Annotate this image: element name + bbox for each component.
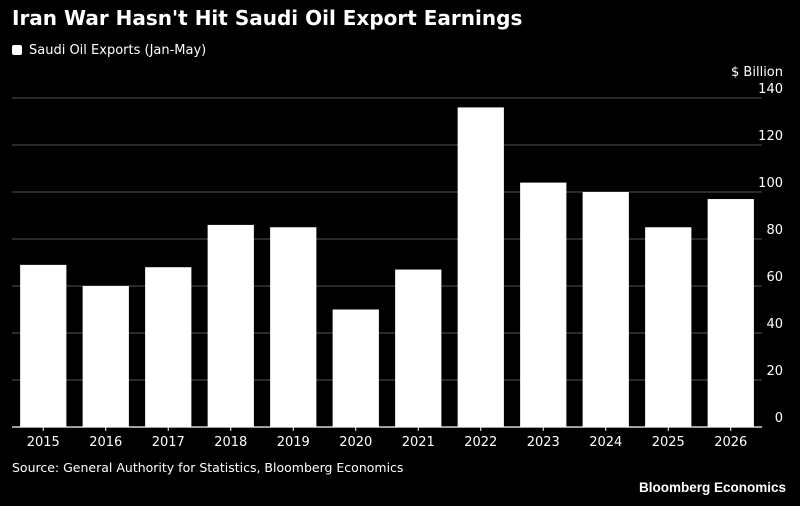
x-tick-label: 2018 <box>214 435 247 450</box>
grid-lines <box>12 97 762 381</box>
x-tick-label: 2020 <box>339 435 372 450</box>
bar-2019 <box>270 227 317 427</box>
legend-swatch <box>12 45 22 55</box>
y-tick-label: 100 <box>758 176 783 191</box>
y-tick-label: 20 <box>766 364 783 379</box>
legend-label: Saudi Oil Exports (Jan-May) <box>29 42 207 58</box>
chart-title: Iran War Hasn't Hit Saudi Oil Export Ear… <box>12 6 523 30</box>
bar-2015 <box>20 264 67 427</box>
x-tick-label: 2016 <box>89 435 122 450</box>
bar-2025 <box>645 227 692 427</box>
x-tick-label: 2017 <box>152 435 185 450</box>
x-axis-ticks: 2015 2016 2017 2018 2019 2020 2021 2022 2023 2024… <box>27 427 747 450</box>
x-tick-label: 2023 <box>527 435 560 450</box>
bar-2020 <box>332 309 379 427</box>
x-tick-label: 2022 <box>464 435 497 450</box>
y-axis-ticks: 0 20 40 60 80 100 120 140 <box>758 82 783 426</box>
bar-2026 <box>707 199 754 427</box>
x-tick-label: 2021 <box>402 435 435 450</box>
y-tick-label: 0 <box>775 411 783 426</box>
bar-2023 <box>520 182 567 427</box>
bar-2024 <box>582 192 629 427</box>
y-tick-label: 60 <box>766 270 783 285</box>
source-note: Source: General Authority for Statistics… <box>12 460 404 475</box>
y-axis-unit-label: $ Billion <box>731 65 783 80</box>
x-tick-label: 2024 <box>589 435 622 450</box>
y-tick-label: 80 <box>766 223 783 238</box>
bar-2022 <box>457 107 504 428</box>
y-tick-label: 120 <box>758 129 783 144</box>
bar-2017 <box>145 267 192 427</box>
bar-2016 <box>82 286 129 427</box>
y-tick-label: 40 <box>766 317 783 332</box>
bars <box>12 107 762 428</box>
bar-2021 <box>395 269 442 427</box>
x-tick-label: 2019 <box>277 435 310 450</box>
x-tick-label: 2026 <box>714 435 747 450</box>
x-tick-label: 2025 <box>652 435 685 450</box>
brand-logo-text: Bloomberg Economics <box>638 480 786 495</box>
y-tick-label: 140 <box>758 82 783 97</box>
x-tick-label: 2015 <box>27 435 60 450</box>
legend: Saudi Oil Exports (Jan-May) <box>12 41 206 59</box>
bar-2018 <box>207 224 254 427</box>
